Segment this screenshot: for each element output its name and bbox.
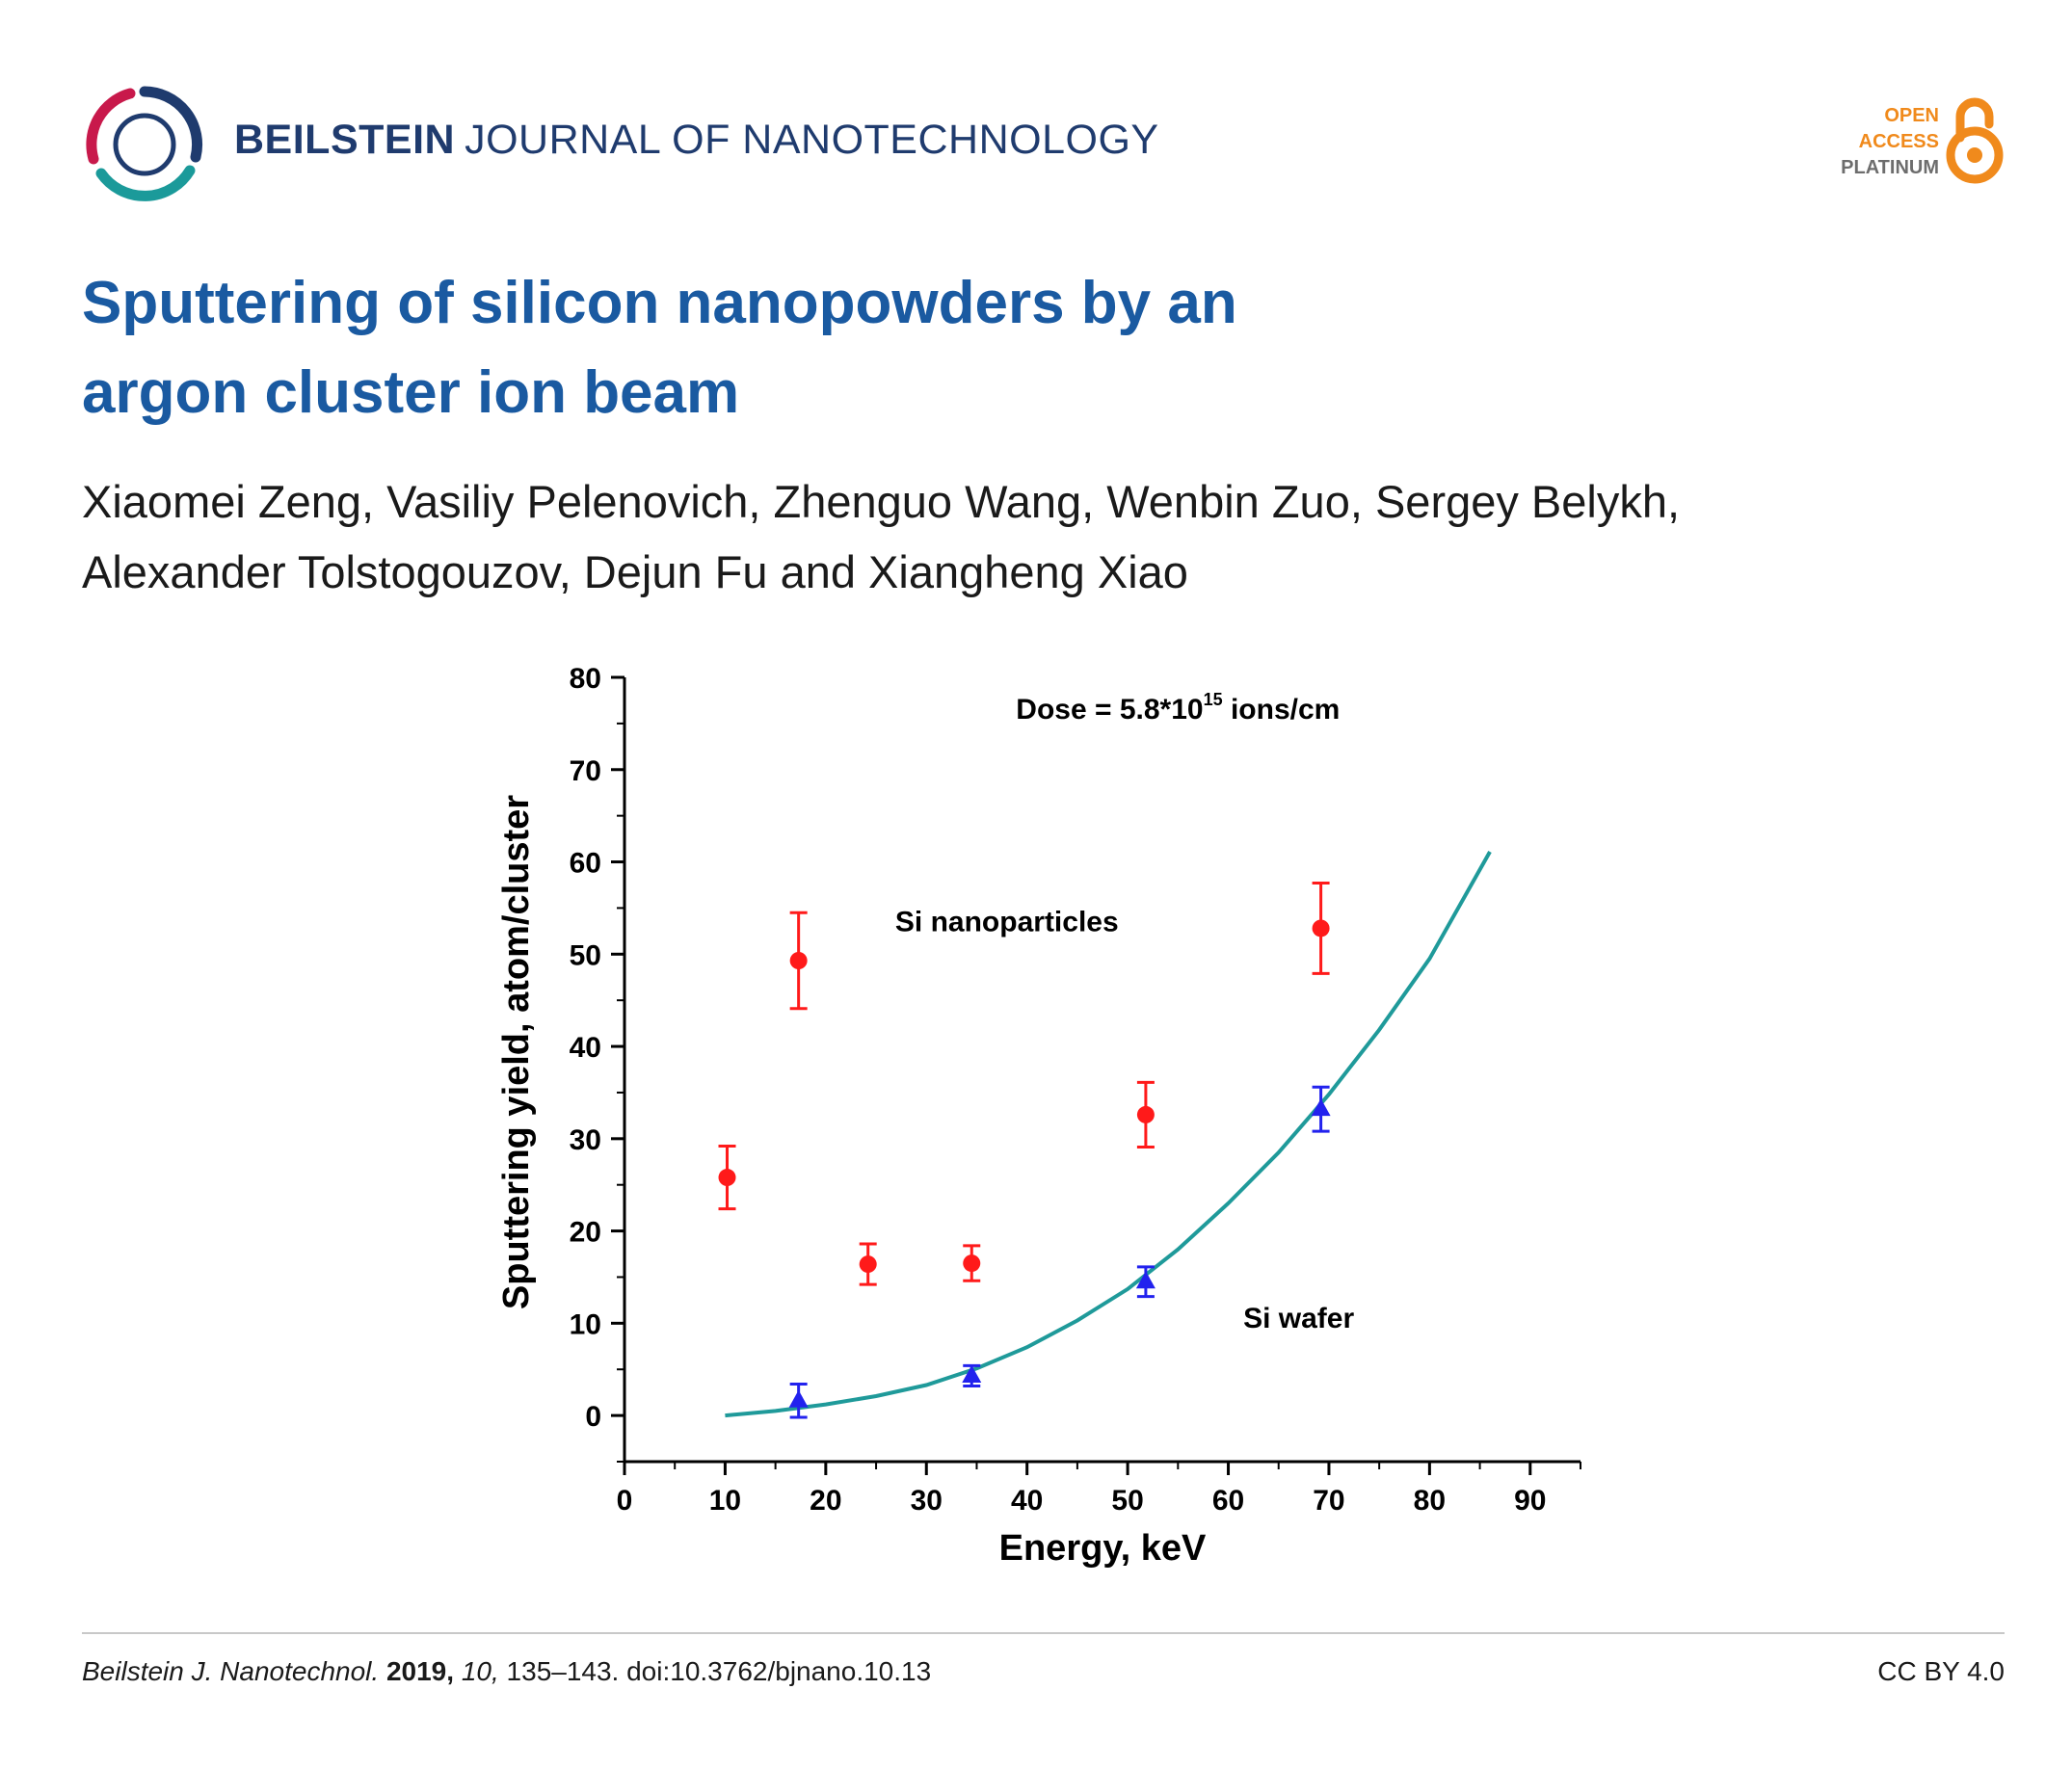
x-axis-title: Energy, keV — [999, 1528, 1207, 1569]
open-lock-icon — [1946, 97, 2004, 184]
wafer-point — [788, 1389, 809, 1408]
journal-title: BEILSTEIN JOURNAL OF NANOTECHNOLOGY — [234, 117, 1159, 164]
wafer-point — [1135, 1271, 1156, 1289]
x-tick-label: 90 — [1514, 1485, 1546, 1517]
nanoparticle-point — [963, 1254, 981, 1273]
chart-annotation: Si nanoparticles — [895, 906, 1119, 937]
x-tick-label: 50 — [1111, 1485, 1143, 1517]
citation: Beilstein J. Nanotechnol. 2019, 10, 135–… — [82, 1656, 931, 1687]
y-tick-label: 60 — [570, 848, 601, 880]
y-axis-title: Sputtering yield, atom/cluster — [496, 795, 537, 1309]
license-label: CC BY 4.0 — [1877, 1656, 2005, 1686]
wafer-point — [1311, 1098, 1331, 1117]
oa-line-open: OPEN — [1884, 105, 1939, 126]
journal-brand: BEILSTEIN — [234, 117, 456, 163]
y-tick-label: 20 — [570, 1217, 601, 1249]
chart-labels: 0 10 20 30 40 50 60 70 80 0 10 20 30 40 50 60 70 80 90 Ener… — [496, 663, 1546, 1569]
citation-pages-doi: 135–143. doi:10.3762/bjnano.10.13 — [506, 1656, 932, 1686]
authors-line-2: Alexander Tolstogouzov, Dejun Fu and Xia… — [82, 546, 1188, 597]
x-tick-label: 10 — [709, 1485, 741, 1517]
nanoparticle-point — [859, 1255, 877, 1274]
y-tick-label: 70 — [570, 755, 601, 787]
y-tick-label: 30 — [570, 1124, 601, 1156]
nanoparticle-point — [718, 1169, 736, 1187]
journal-header: BEILSTEIN JOURNAL OF NANOTECHNOLOGY OPEN … — [82, 82, 2005, 207]
footer-divider — [82, 1632, 2005, 1634]
author-list: Xiaomei Zeng, Vasiliy Pelenovich, Zhengu… — [82, 466, 1961, 607]
x-tick-label: 40 — [1011, 1485, 1043, 1517]
fit-curve — [725, 851, 1492, 1418]
x-tick-label: 20 — [810, 1485, 841, 1517]
nanoparticle-point — [1136, 1105, 1155, 1123]
authors-line-1: Xiaomei Zeng, Vasiliy Pelenovich, Zhengu… — [82, 476, 1681, 527]
citation-journal: Beilstein J. Nanotechnol. — [82, 1656, 380, 1686]
chart-axes — [611, 675, 1581, 1475]
title-line-2: argon cluster ion beam — [82, 359, 740, 426]
chart-annotation: Dose = 5.8*1015 ions/cm — [1016, 690, 1340, 726]
x-tick-label: 80 — [1414, 1485, 1446, 1517]
oa-line-platinum: PLATINUM — [1841, 157, 1939, 178]
open-access-badge: OPEN ACCESS PLATINUM — [1812, 92, 2005, 198]
y-tick-label: 40 — [570, 1032, 601, 1064]
beilstein-logo-icon — [86, 86, 203, 201]
x-tick-label: 30 — [911, 1485, 943, 1517]
article-title: Sputtering of silicon nanopowders by an … — [82, 258, 1720, 437]
nanoparticle-point — [789, 951, 808, 969]
chart-marks — [718, 882, 1331, 1419]
chart-annotation: Si wafer — [1243, 1303, 1354, 1334]
citation-volume: 10, — [461, 1656, 499, 1686]
x-tick-label: 70 — [1313, 1485, 1344, 1517]
wafer-point — [962, 1364, 982, 1383]
x-tick-label: 60 — [1212, 1485, 1244, 1517]
y-tick-label: 0 — [585, 1401, 601, 1433]
x-tick-label: 0 — [617, 1485, 633, 1517]
y-tick-label: 10 — [570, 1308, 601, 1340]
nanoparticle-point — [1312, 919, 1330, 937]
footer: Beilstein J. Nanotechnol. 2019, 10, 135–… — [82, 1656, 2005, 1695]
journal-name: JOURNAL OF NANOTECHNOLOGY — [465, 117, 1159, 163]
y-tick-label: 80 — [570, 663, 601, 695]
citation-year: 2019, — [385, 1656, 455, 1686]
y-tick-label: 50 — [570, 939, 601, 971]
oa-line-access: ACCESS — [1858, 131, 1939, 152]
title-line-1: Sputtering of silicon nanopowders by an — [82, 270, 1237, 336]
